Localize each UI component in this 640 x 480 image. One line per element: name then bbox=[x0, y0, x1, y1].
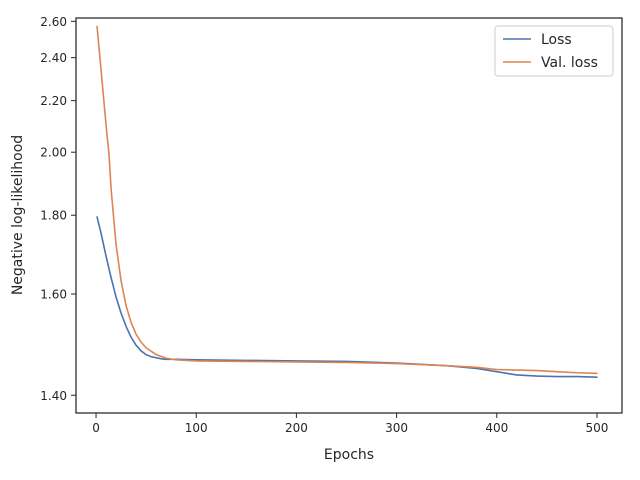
y-tick-label: 1.40 bbox=[40, 389, 67, 403]
x-tick-label: 400 bbox=[485, 421, 508, 435]
y-tick-label: 2.40 bbox=[40, 51, 67, 65]
x-tick-label: 0 bbox=[92, 421, 100, 435]
series-layer bbox=[96, 25, 598, 378]
legend-label: Val. loss bbox=[541, 55, 598, 71]
x-tick-label: 300 bbox=[385, 421, 408, 435]
y-axis: 1.40 1.60 1.80 2.00 2.20 2.40 2.60 bbox=[40, 15, 76, 403]
y-tick-label: 1.60 bbox=[40, 287, 67, 301]
x-axis: 0 100 200 300 400 500 bbox=[92, 413, 608, 435]
x-tick-label: 100 bbox=[185, 421, 208, 435]
plot-background bbox=[76, 18, 622, 413]
x-tick-label: 500 bbox=[586, 421, 609, 435]
series-line-loss bbox=[96, 216, 598, 378]
y-tick-label: 1.80 bbox=[40, 209, 67, 223]
y-tick-label: 2.00 bbox=[40, 146, 67, 160]
y-tick-label: 2.60 bbox=[40, 15, 67, 29]
y-tick-label: 2.20 bbox=[40, 94, 67, 108]
series-line-val-loss bbox=[96, 25, 598, 375]
x-tick-label: 200 bbox=[285, 421, 308, 435]
legend: Loss Val. loss bbox=[494, 25, 614, 77]
x-axis-label: Epochs bbox=[324, 447, 374, 463]
y-axis-label: Negative log-likelihood bbox=[10, 135, 26, 295]
legend-label: Loss bbox=[541, 32, 572, 48]
